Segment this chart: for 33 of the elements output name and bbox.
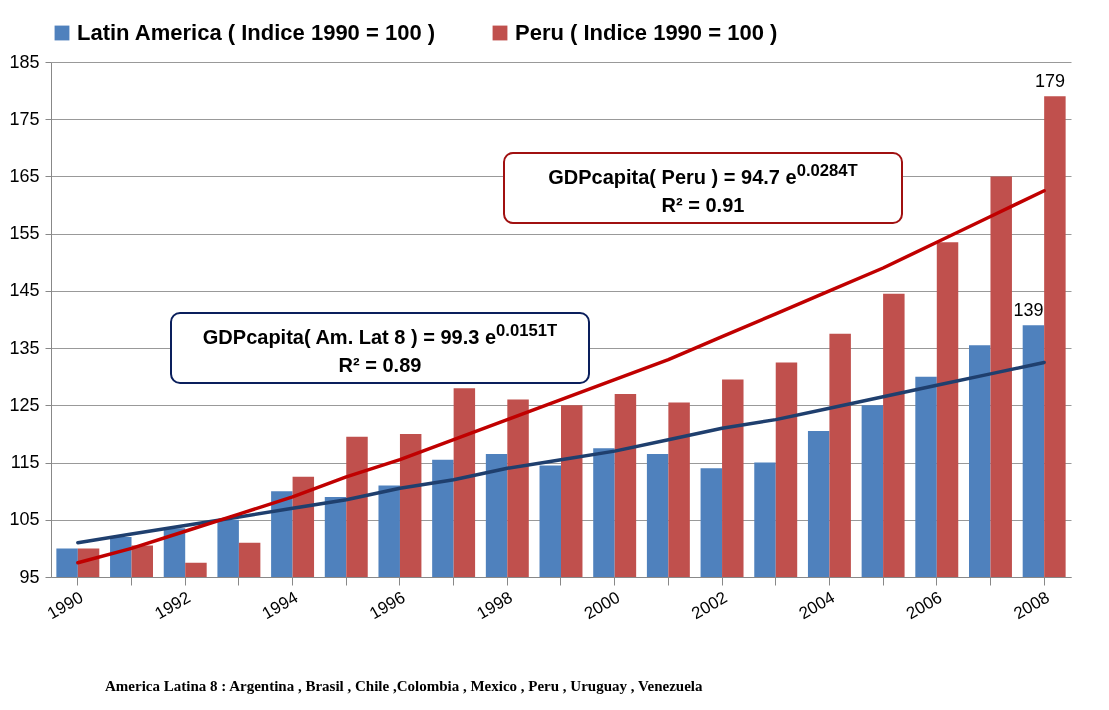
line-series: [76, 360, 1046, 545]
y-tick-label: 105: [9, 509, 40, 530]
y-tick-label: 145: [9, 280, 40, 301]
x-tick-label: 2002: [688, 587, 731, 624]
rounded-frame: GDPcapita( Peru ) = 94.7 e$^{0.0284T}$ R² = 0.91: [503, 152, 903, 224]
y-tick-label: 115: [10, 452, 40, 473]
data-label: 139: [1013, 300, 1044, 321]
annotation: GDPcapita( Am. Lat 8 ) = 99.3 e$^{0.0151T}$: [201, 320, 559, 350]
x-tick-label: 2008: [1010, 587, 1053, 624]
x-tick-label: 1994: [258, 587, 302, 624]
annotation: R² = 0.91: [660, 192, 746, 218]
x-tick-label: 1992: [151, 587, 194, 624]
x-tick-label: 2006: [903, 587, 946, 624]
y-tick-label: 175: [9, 108, 40, 129]
x-tick-label: 1998: [473, 587, 516, 624]
y-tick-label: 155: [9, 223, 40, 244]
y-tick-label: 185: [9, 51, 40, 72]
data-label: 179: [1034, 71, 1065, 92]
legend-label: Latin America ( Indice 1990 = 100 ): [77, 20, 436, 45]
annotation: GDPcapita( Peru ) = 94.7 e$^{0.0284T}$: [547, 160, 859, 190]
y-tick-label: 135: [9, 337, 40, 358]
x-tick-label: 2000: [580, 587, 624, 624]
x-tick-label: 2004: [795, 587, 838, 624]
legend-label: Peru ( Indice 1990 = 100 ): [515, 20, 778, 45]
y-tick-label: 95: [19, 566, 40, 587]
y-tick-label: 125: [9, 394, 40, 415]
x-tick-label: 1990: [44, 587, 87, 624]
rounded-frame: GDPcapita( Am. Lat 8 ) = 99.3 e$^{0.0151T}$ R² = 0.89: [170, 312, 590, 384]
line-series: [76, 189, 1046, 565]
y-tick-label: 165: [9, 165, 40, 186]
annotation: R² = 0.89: [337, 352, 423, 378]
x-tick-label: 1996: [366, 587, 409, 624]
text: America Latina 8 : Argentina , Brasil , Chile ,Colombia , Mexico , Peru , Uruguay , Venezuela: [105, 678, 703, 695]
